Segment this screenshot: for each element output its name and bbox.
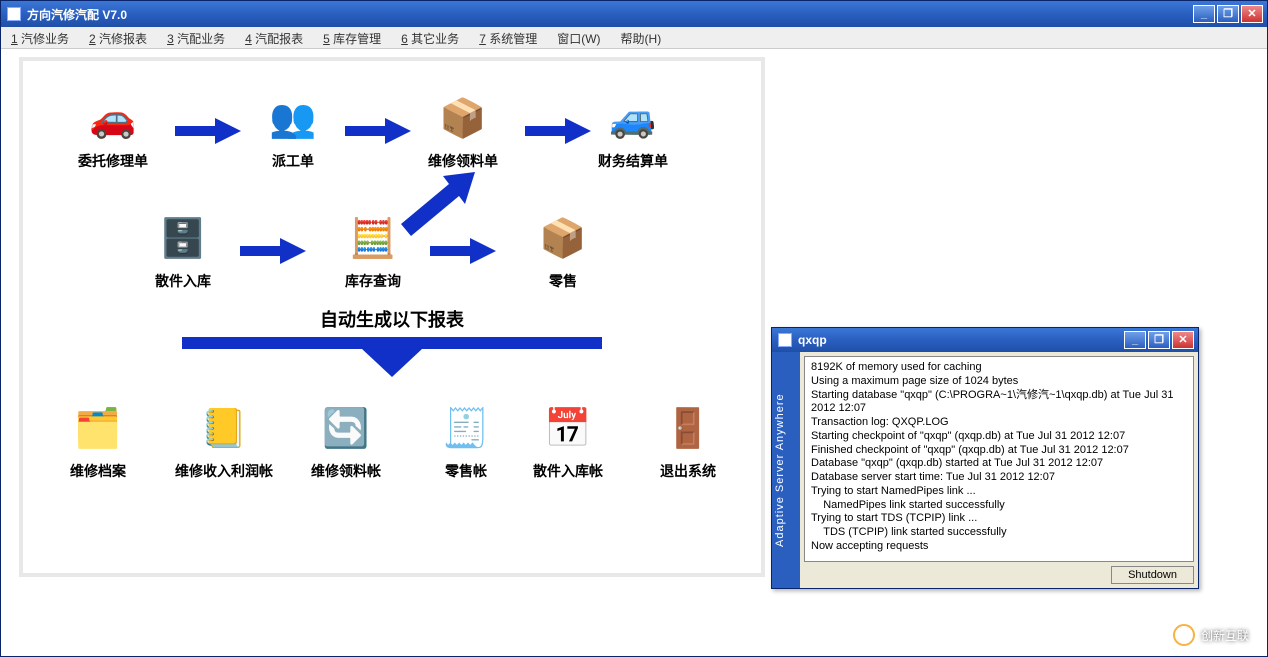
flow-node-label: 零售帐 (411, 461, 521, 481)
flow-node-icon: 🗄️ (143, 211, 223, 267)
menu-item[interactable]: 5 库存管理 (313, 27, 391, 48)
flow-node[interactable]: 📒 维修收入利润帐 (159, 401, 289, 481)
flow-node-label: 维修档案 (43, 461, 153, 481)
arrow-icon (428, 236, 498, 266)
flow-node-icon: 👥 (253, 91, 333, 147)
shutdown-button[interactable]: Shutdown (1111, 566, 1194, 584)
server-minimize-button[interactable]: _ (1124, 331, 1146, 349)
flow-node-label: 散件入库帐 (513, 461, 623, 481)
app-icon (7, 7, 21, 21)
server-title: qxqp (798, 333, 827, 347)
menu-item[interactable]: 帮助(H) (611, 27, 672, 48)
server-titlebar: qxqp _ ❐ ✕ (772, 328, 1198, 352)
flow-node-label: 维修领料帐 (291, 461, 401, 481)
flow-node-icon: 📒 (184, 401, 264, 457)
flow-node-label: 派工单 (233, 151, 353, 171)
flow-node-label: 库存查询 (313, 271, 433, 291)
flow-node-icon: 🚙 (593, 91, 673, 147)
menubar: 1 汽修业务2 汽修报表3 汽配业务4 汽配报表5 库存管理6 其它业务7 系统… (1, 27, 1267, 49)
report-banner: 自动生成以下报表 (320, 306, 464, 332)
flow-node[interactable]: 🗂️ 维修档案 (43, 401, 153, 481)
flow-node[interactable]: 📦维修领料单 (403, 91, 523, 171)
flow-node-label: 委托修理单 (53, 151, 173, 171)
server-close-button[interactable]: ✕ (1172, 331, 1194, 349)
menu-item[interactable]: 4 汽配报表 (235, 27, 313, 48)
close-button[interactable]: ✕ (1241, 5, 1263, 23)
arrow-icon (238, 236, 308, 266)
flow-node-label: 退出系统 (633, 461, 743, 481)
main-titlebar: 方向汽修汽配 V7.0 _ ❐ ✕ (1, 1, 1267, 27)
server-restore-button[interactable]: ❐ (1148, 331, 1170, 349)
minimize-button[interactable]: _ (1193, 5, 1215, 23)
flow-node-icon: 📦 (523, 211, 603, 267)
menu-item[interactable]: 3 汽配业务 (157, 27, 235, 48)
flow-node[interactable]: 📅 散件入库帐 (513, 401, 623, 481)
flow-node-label: 散件入库 (123, 271, 243, 291)
workflow-panel: 🚗委托修理单👥派工单📦维修领料单🚙财务结算单🗄️散件入库🧮库存查询📦零售自动生成… (19, 57, 765, 577)
flow-node[interactable]: 🧾 零售帐 (411, 401, 521, 481)
server-log: 8192K of memory used for caching Using a… (804, 356, 1194, 562)
client-area: 🚗委托修理单👥派工单📦维修领料单🚙财务结算单🗄️散件入库🧮库存查询📦零售自动生成… (1, 49, 1267, 656)
flow-node-icon: 🔄 (306, 401, 386, 457)
watermark: 创新互联 (1173, 624, 1249, 646)
server-side-label: Adaptive Server Anywhere (772, 352, 800, 588)
flow-node-label: 零售 (503, 271, 623, 291)
server-icon (778, 333, 792, 347)
watermark-logo-icon (1173, 624, 1195, 646)
server-window: qxqp _ ❐ ✕ Adaptive Server Anywhere 8192… (771, 327, 1199, 589)
down-arrow-icon (172, 331, 612, 386)
watermark-text: 创新互联 (1201, 627, 1249, 644)
flow-node[interactable]: 🚗 委托修理单 (53, 91, 173, 171)
flow-node-icon: 📦 (423, 91, 503, 147)
flow-node[interactable]: 🗄️ 散件入库 (123, 211, 243, 291)
flow-node-label: 财务结算单 (573, 151, 693, 171)
restore-button[interactable]: ❐ (1217, 5, 1239, 23)
menu-item[interactable]: 7 系统管理 (469, 27, 547, 48)
flow-node-icon: 🗂️ (58, 401, 138, 457)
app-title: 方向汽修汽配 V7.0 (27, 6, 127, 23)
arrow-icon (393, 166, 483, 236)
flow-node-label: 维修收入利润帐 (159, 461, 289, 481)
menu-item[interactable]: 1 汽修业务 (1, 27, 79, 48)
menu-item[interactable]: 6 其它业务 (391, 27, 469, 48)
menu-item[interactable]: 2 汽修报表 (79, 27, 157, 48)
flow-node-icon: 🧾 (426, 401, 506, 457)
arrow-icon (343, 116, 413, 146)
main-window: 方向汽修汽配 V7.0 _ ❐ ✕ 1 汽修业务2 汽修报表3 汽配业务4 汽配… (0, 0, 1268, 657)
flow-node[interactable]: 👥 派工单 (233, 91, 353, 171)
menu-item[interactable]: 窗口(W) (547, 27, 610, 48)
arrow-icon (523, 116, 593, 146)
flow-node[interactable]: 🔄 维修领料帐 (291, 401, 401, 481)
flow-node-icon: 🚗 (73, 91, 153, 147)
flow-node-icon: 🚪 (648, 401, 728, 457)
flow-node[interactable]: 🚪 退出系统 (633, 401, 743, 481)
flow-node[interactable]: 📦 零售 (503, 211, 623, 291)
arrow-icon (173, 116, 243, 146)
flow-node-icon: 📅 (528, 401, 608, 457)
